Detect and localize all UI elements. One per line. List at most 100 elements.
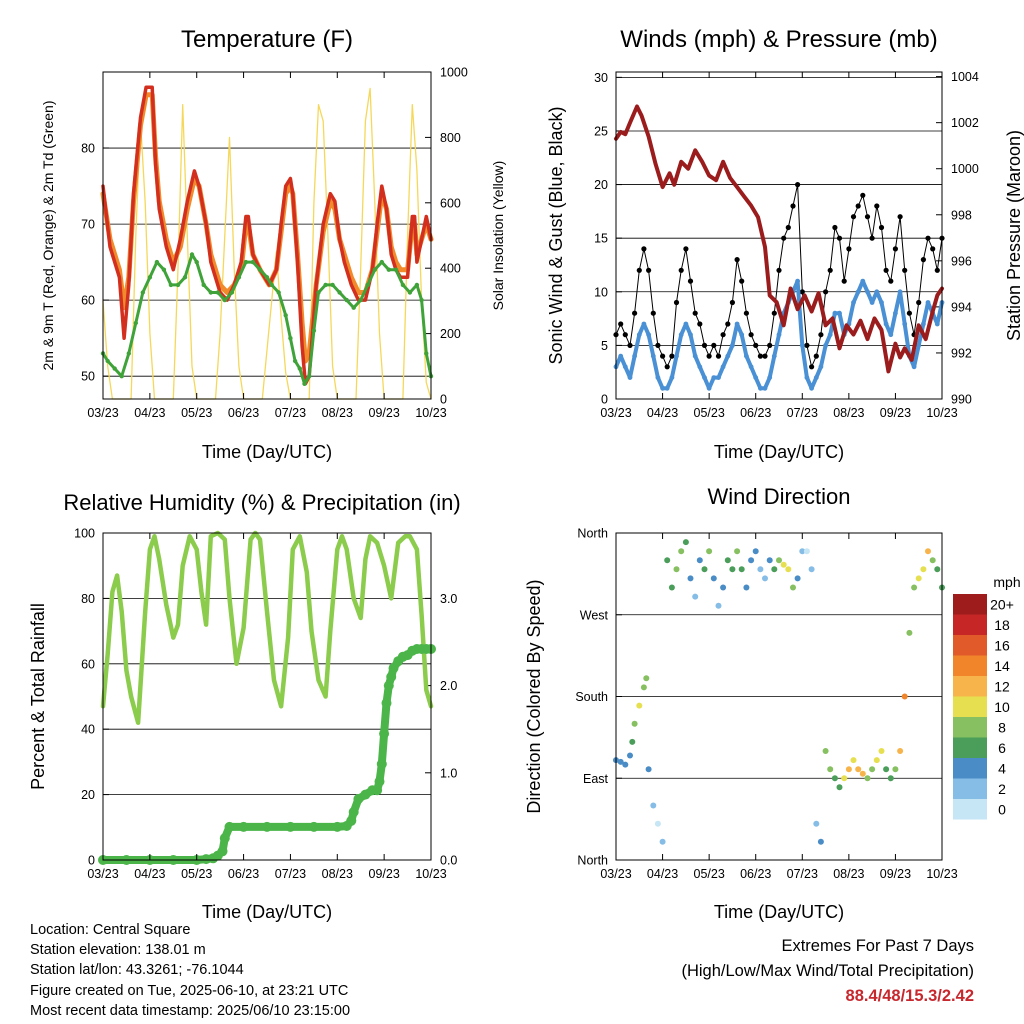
total-rainfall-point — [372, 785, 383, 796]
humidity-y2-tick-label: 1.0 — [440, 766, 457, 780]
gust-point — [925, 235, 931, 241]
colorbar-label: 16 — [994, 637, 1010, 653]
sonic-wind-point — [888, 332, 894, 338]
wind-direction-point — [629, 738, 636, 745]
wind-direction-point — [757, 566, 764, 573]
wind-direction-point — [878, 748, 885, 754]
dewpoint-2m-point — [182, 275, 188, 280]
wind-direction-point — [776, 557, 782, 564]
humidity-x-tick-label: 08/23 — [322, 867, 353, 881]
colorbar-swatch — [953, 614, 987, 635]
winds-y-tick-label: 30 — [594, 71, 608, 85]
temperature-x-tick-label: 09/23 — [369, 406, 400, 420]
direction-title: Wind Direction — [707, 484, 850, 509]
sonic-wind-point — [860, 278, 866, 284]
dewpoint-2m-point — [337, 290, 342, 295]
wind-direction-point — [855, 766, 862, 773]
gust-point — [874, 203, 880, 209]
sonic-wind-point — [827, 332, 833, 338]
colorbar-swatch — [953, 758, 987, 779]
gust-point — [669, 353, 675, 359]
colorbar-swatch — [953, 799, 987, 820]
colorbar-title: mph — [993, 574, 1020, 590]
dewpoint-2m-point — [379, 259, 384, 265]
sonic-wind-point — [767, 375, 773, 380]
temperature-9m-line — [100, 92, 434, 364]
dewpoint-2m-point — [236, 275, 242, 280]
direction-x-tick-label: 06/23 — [740, 867, 771, 881]
winds-y-tick-label: 20 — [594, 178, 608, 192]
humidity-plot-frame — [102, 532, 432, 861]
total-rainfall-point — [308, 821, 319, 832]
sonic-wind-point — [669, 375, 675, 380]
wind-direction-point — [836, 784, 843, 791]
wind-direction-point — [817, 838, 824, 845]
humidity-y-tick-label: 20 — [81, 788, 95, 802]
sonic-wind-point — [655, 375, 661, 380]
dewpoint-2m-point — [400, 282, 406, 288]
wind-direction-point — [841, 775, 848, 782]
winds-x-tick-label: 04/23 — [647, 406, 678, 420]
gust-point — [795, 182, 801, 188]
dewpoint-2m-point — [307, 374, 312, 379]
colorbar-label: 14 — [994, 658, 1010, 674]
wind-direction-point — [813, 820, 820, 827]
sonic-wind-point — [916, 343, 922, 348]
sonic-wind-point — [650, 353, 656, 359]
wind-direction-point — [696, 557, 703, 564]
gust-point — [906, 310, 913, 316]
gust-point — [743, 310, 750, 316]
wind-direction-point — [920, 566, 927, 573]
wind-direction-point — [869, 766, 876, 773]
gust-point — [934, 267, 940, 273]
wind-direction-point — [664, 557, 671, 564]
humidity-x-axis-label: Time (Day/UTC) — [202, 902, 332, 922]
gust-point — [650, 310, 656, 316]
dewpoint-2m-line — [101, 253, 433, 386]
temperature-y2-tick-label: 200 — [440, 327, 461, 341]
dewpoint-2m-point — [288, 336, 293, 341]
wind-direction-point — [827, 766, 834, 773]
gust-point — [739, 278, 745, 284]
gust-point — [636, 267, 642, 273]
wind-direction-point — [934, 566, 941, 573]
humidity-x-tick-label: 03/23 — [87, 867, 118, 881]
sonic-wind-point — [762, 385, 768, 391]
sonic-wind-point — [776, 332, 782, 338]
winds-title: Winds (mph) & Pressure (mb) — [620, 26, 937, 53]
wind-direction-point — [803, 548, 810, 555]
gust-point — [729, 299, 736, 306]
dewpoint-2m-point — [365, 282, 370, 288]
dewpoint-2m-point — [323, 282, 328, 288]
sonic-wind-point — [636, 332, 642, 338]
dewpoint-2m-point — [229, 290, 235, 295]
gust-point — [846, 246, 852, 252]
wind-direction-point — [650, 802, 657, 809]
gust-point — [753, 342, 759, 348]
sonic-wind-point — [771, 353, 777, 359]
dewpoint-2m-point — [119, 374, 124, 379]
sonic-wind-point — [837, 310, 842, 316]
dewpoint-2m-point — [126, 351, 131, 356]
wind-direction-point — [911, 584, 918, 591]
wind-direction-point — [808, 566, 815, 573]
winds-x-tick-label: 07/23 — [787, 406, 818, 420]
winds-y2-tick-label: 992 — [951, 346, 972, 360]
sonic-wind-point — [795, 278, 800, 284]
colorbar-swatch — [953, 778, 987, 799]
sonic-wind-point — [720, 364, 726, 370]
dewpoint-2m-point — [393, 267, 399, 272]
wind-direction-point — [631, 720, 638, 727]
gust-point — [697, 321, 703, 327]
wind-direction-point — [692, 593, 699, 600]
direction-y-tick-label: South — [575, 690, 608, 704]
temperature-y-tick-label: 80 — [81, 142, 95, 156]
colorbar-swatch — [953, 594, 987, 615]
sonic-wind-point — [739, 332, 745, 338]
temperature-y-tick-label: 50 — [81, 370, 95, 384]
sonic-wind-point — [893, 310, 898, 316]
sonic-wind-point — [618, 353, 624, 359]
sonic-wind-point — [753, 375, 759, 380]
winds-y2-tick-label: 1002 — [951, 116, 979, 130]
